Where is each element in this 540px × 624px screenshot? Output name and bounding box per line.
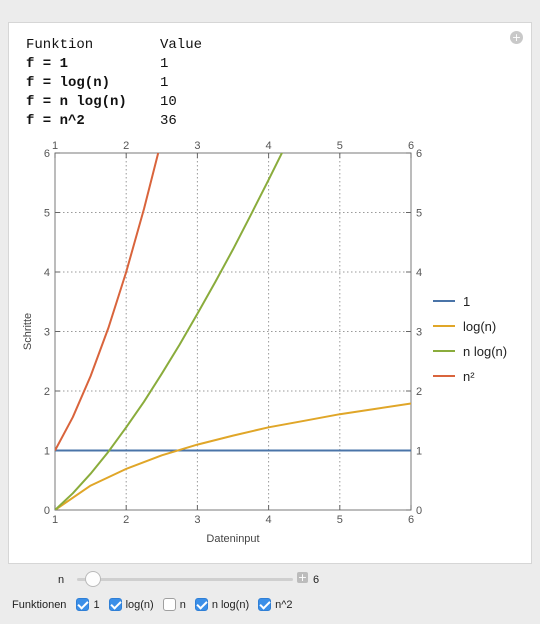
x-axis-label: Dateninput — [206, 533, 259, 545]
checkbox-item[interactable]: log(n) — [108, 598, 154, 611]
y-tick-label-right: 0 — [416, 505, 422, 517]
checkbox-item[interactable]: n log(n) — [194, 598, 250, 611]
checkbox-item[interactable]: n^2 — [258, 598, 293, 611]
row-value: 10 — [160, 93, 177, 110]
legend-label: n log(n) — [463, 344, 507, 359]
x-tick-label: 5 — [337, 514, 343, 526]
y-tick-label: 2 — [44, 386, 50, 398]
checkbox-n[interactable] — [162, 598, 176, 611]
x-tick-label: 6 — [408, 514, 414, 526]
y-tick-label: 5 — [44, 208, 50, 220]
checkbox-n-log-n[interactable] — [194, 598, 208, 611]
y-tick-label: 0 — [44, 505, 50, 517]
y-axis-label: Schritte — [22, 313, 34, 350]
y-tick-label: 3 — [44, 327, 50, 339]
checkbox-item[interactable]: 1 — [76, 598, 100, 611]
checkbox-label: n log(n) — [211, 598, 250, 611]
series-line — [55, 153, 160, 451]
checkbox-label: 1 — [93, 598, 100, 611]
x-tick-label-top: 3 — [194, 140, 200, 152]
header-funktion: Funktion — [26, 36, 94, 53]
row-value: 1 — [160, 55, 169, 72]
y-tick-label: 6 — [44, 148, 50, 160]
header-value: Value — [160, 36, 203, 53]
checkbox-label: n^2 — [275, 598, 293, 611]
table-row: f = 1 1 — [26, 54, 202, 73]
legend-label: 1 — [463, 294, 470, 309]
table-row: f = n log(n) 10 — [26, 92, 202, 111]
expand-plus-icon[interactable]: + — [297, 571, 308, 584]
y-tick-label: 4 — [44, 267, 50, 279]
table-row: f = n^2 36 — [26, 111, 202, 130]
controls-bar: n + 6 Funktionen 1 log(n) n n log(n) n^2 — [0, 568, 540, 624]
series-line — [55, 402, 411, 510]
row-function: f = log(n) — [26, 74, 111, 91]
y-tick-label-right: 3 — [416, 327, 422, 339]
checkbox-label: n — [179, 598, 186, 611]
legend-label: n² — [463, 369, 475, 384]
output-panel: + Funktion Value f = 1 1 f = log(n) 1 f … — [8, 22, 532, 564]
row-value: 1 — [160, 74, 169, 91]
checkbox-n-squared[interactable] — [258, 598, 272, 611]
y-tick-label: 1 — [44, 446, 50, 458]
row-function: f = 1 — [26, 55, 69, 72]
y-tick-label-right: 2 — [416, 386, 422, 398]
function-value-table: Funktion Value f = 1 1 f = log(n) 1 f = … — [26, 35, 202, 130]
checkbox-log-n[interactable] — [108, 598, 122, 611]
x-tick-label: 4 — [266, 514, 272, 526]
x-tick-label-top: 4 — [266, 140, 272, 152]
n-slider-label: n — [58, 574, 65, 586]
n-slider-thumb[interactable] — [85, 571, 101, 587]
reset-plus-icon[interactable]: + — [510, 31, 523, 44]
x-tick-label: 2 — [123, 514, 129, 526]
x-tick-label-top: 6 — [408, 140, 414, 152]
checkbox-label: log(n) — [125, 598, 154, 611]
y-tick-label-right: 1 — [416, 446, 422, 458]
row-value: 36 — [160, 112, 177, 129]
x-tick-label-top: 2 — [123, 140, 129, 152]
row-function: f = n^2 — [26, 112, 85, 129]
x-tick-label: 1 — [52, 514, 58, 526]
x-tick-label-top: 5 — [337, 140, 343, 152]
checkbox-1[interactable] — [76, 598, 90, 611]
table-header-row: Funktion Value — [26, 35, 202, 54]
funktionen-row: Funktionen 1 log(n) n n log(n) n^2 — [12, 598, 302, 611]
n-value: 6 — [313, 574, 320, 586]
x-tick-label-top: 1 — [52, 140, 58, 152]
funktionen-label: Funktionen — [12, 598, 67, 611]
y-tick-label-right: 5 — [416, 208, 422, 220]
series-line — [55, 153, 284, 510]
legend-label: log(n) — [463, 319, 496, 334]
y-tick-label-right: 4 — [416, 267, 422, 279]
table-row: f = log(n) 1 — [26, 73, 202, 92]
y-tick-label-right: 6 — [416, 148, 422, 160]
row-function: f = n log(n) — [26, 93, 127, 110]
checkbox-item[interactable]: n — [162, 598, 186, 611]
n-slider-track[interactable] — [77, 578, 293, 581]
x-tick-label: 3 — [194, 514, 200, 526]
